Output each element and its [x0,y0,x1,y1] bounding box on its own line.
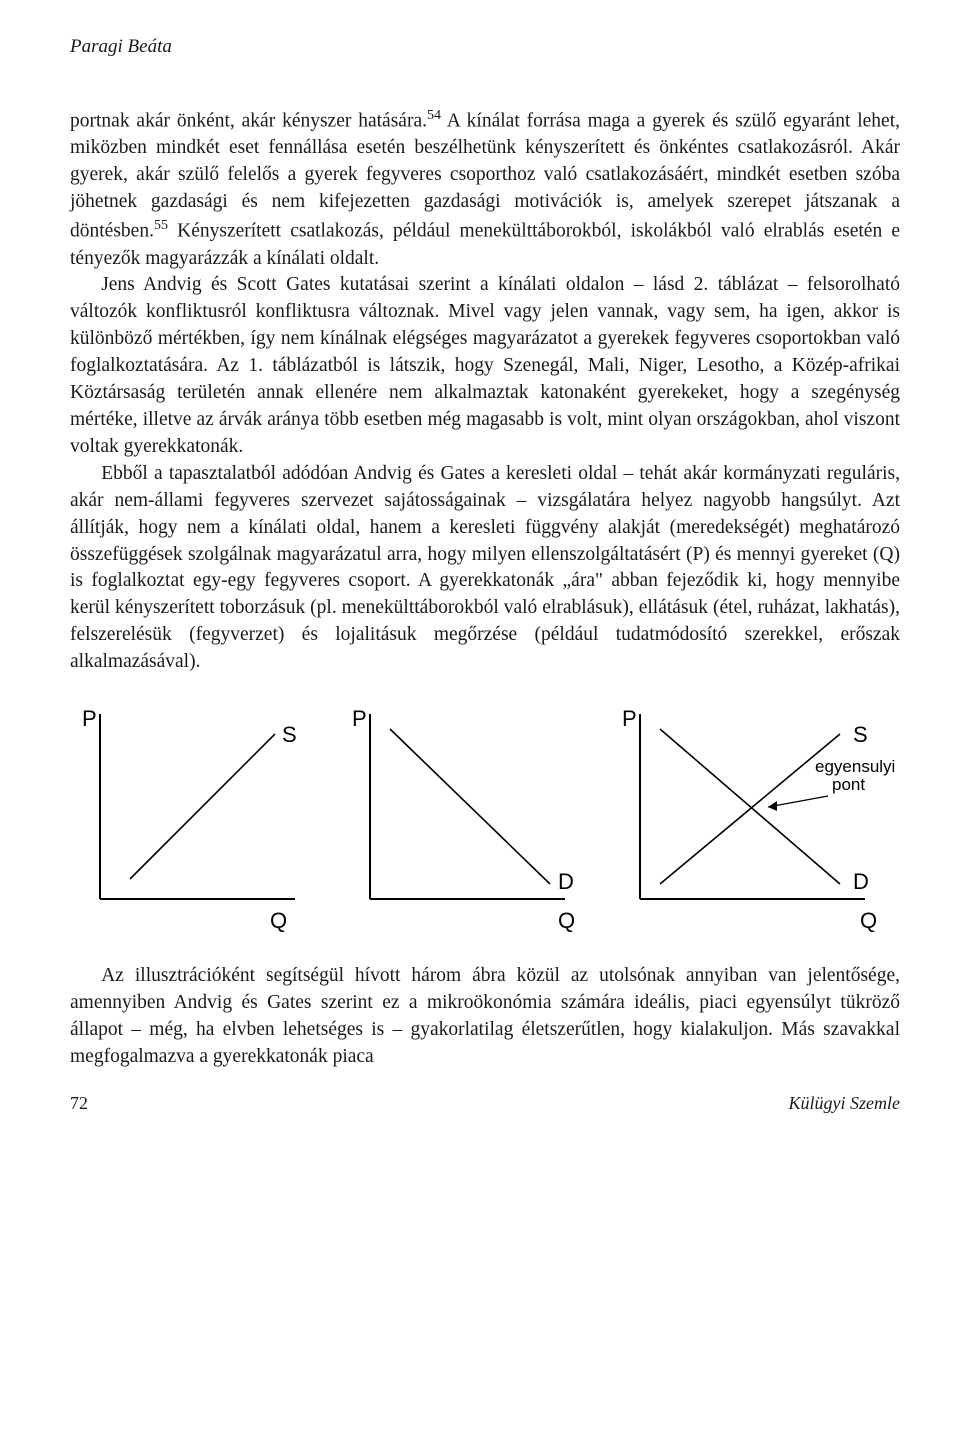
equilibrium-annotation-line1: egyensulyi [815,757,895,776]
p-label: P [352,706,367,731]
paragraph-3: Ebből a tapasztalatból adódóan Andvig és… [70,461,900,676]
p-label: P [622,706,637,731]
page: Paragi Beáta portnak akár önként, akár k… [0,0,960,1435]
footnote-ref-54: 54 [427,107,441,123]
p1-part-c: Kényszerített csatlakozás, például menek… [70,221,900,269]
q-label: Q [860,908,877,933]
paragraph-2: Jens Andvig és Scott Gates kutatásai sze… [70,272,900,460]
supply-line [130,734,275,879]
q-label: Q [558,908,575,933]
s-label: S [282,722,297,747]
footnote-ref-55: 55 [154,217,168,233]
page-footer: 72 Külügyi Szemle [70,1093,900,1114]
q-label: Q [270,908,287,933]
diagrams-row: S Q P D Q P S D [70,704,900,939]
d-label: D [558,869,574,894]
s-label: S [853,722,868,747]
demand-line [390,729,550,884]
d-label: D [853,869,869,894]
diagram-demand: D Q P [340,704,605,939]
journal-name: Külügyi Szemle [789,1093,900,1114]
equilibrium-arrow-head [768,801,777,811]
paragraph-1: portnak akár önként, akár kényszer hatás… [70,106,900,272]
body-text-after: Az illusztrációként segítségül hívott há… [70,963,900,1071]
diagram-supply: S Q P [70,704,335,939]
page-number: 72 [70,1093,88,1114]
body-text: portnak akár önként, akár kényszer hatás… [70,106,900,676]
paragraph-4: Az illusztrációként segítségül hívott há… [70,963,900,1071]
p1-part-a: portnak akár önként, akár kényszer hatás… [70,111,427,132]
p-label: P [82,706,97,731]
running-head: Paragi Beáta [70,36,900,58]
equilibrium-annotation-line2: pont [832,775,865,794]
diagram-equilibrium: S D Q P egyensulyi pont [610,704,900,939]
